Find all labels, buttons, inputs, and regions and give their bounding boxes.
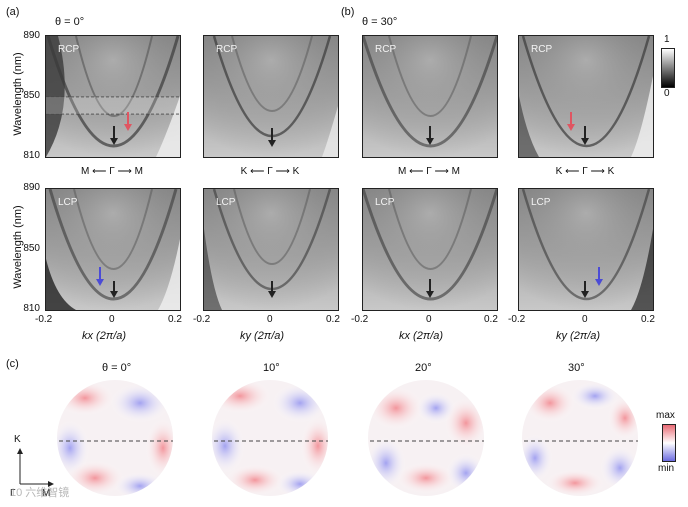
x-tick-mid-b1: 0	[426, 314, 432, 325]
direction-label-b1: M ⟵ Γ ⟶ M	[398, 166, 460, 177]
plot-a-lcp-ky: LCP	[203, 188, 339, 311]
colorbar-max-label: 1	[664, 34, 670, 45]
axis-k-label: K	[14, 434, 21, 445]
direction-label-b2: K ⟵ Γ ⟶ K	[555, 166, 615, 177]
x-axis-title-a1: kx (2π/a)	[82, 330, 127, 342]
grayscale-colorbar	[661, 48, 675, 88]
x-tick-right-a1: 0.2	[168, 314, 182, 325]
black-arrow	[268, 128, 276, 147]
y-tick-890-top: 890	[23, 30, 40, 41]
direction-label-a1: M ⟵ Γ ⟶ M	[81, 166, 143, 177]
colorbar-max-text: max	[656, 410, 675, 421]
y-tick-810-top: 810	[23, 150, 40, 161]
y-tick-890-bottom: 890	[23, 182, 40, 193]
polarization-label-rcp: RCP	[216, 44, 238, 55]
polarization-map-0	[57, 380, 173, 496]
red-arrow	[124, 112, 132, 131]
axis-m-label: M	[42, 488, 51, 499]
polarization-label-rcp: RCP	[58, 44, 80, 55]
x-tick-left-b1: -0.2	[351, 314, 369, 325]
angle-label-0: θ = 0°	[102, 362, 132, 374]
angle-label-30: 30°	[568, 362, 585, 374]
polarization-map-30	[522, 380, 638, 496]
x-tick-left-b2: -0.2	[508, 314, 526, 325]
black-arrow	[110, 126, 118, 145]
blue-arrow	[595, 267, 603, 286]
black-arrow	[110, 281, 118, 298]
colorbar-min-text: min	[658, 463, 675, 474]
plot-b-rcp-kx: RCP	[362, 35, 498, 158]
theta-heading-a: θ = 0°	[55, 16, 85, 28]
angle-label-10: 10°	[263, 362, 280, 374]
polarization-map-20	[368, 380, 484, 496]
x-tick-left-a1: -0.2	[35, 314, 53, 325]
theta-heading-b: θ = 30°	[362, 16, 398, 28]
black-arrow	[581, 126, 589, 145]
polarization-label-lcp: LCP	[375, 197, 395, 208]
x-tick-right-b2: 0.2	[641, 314, 655, 325]
y-tick-810-bottom: 810	[23, 303, 40, 314]
y-tick-850-top: 850	[23, 90, 40, 101]
x-tick-left-a2: -0.2	[193, 314, 211, 325]
black-arrow	[426, 279, 434, 298]
x-tick-mid-a2: 0	[267, 314, 273, 325]
black-arrow	[581, 281, 589, 298]
panel-label-b: (b)	[341, 6, 355, 18]
x-axis-title-b1: kx (2π/a)	[399, 330, 444, 342]
polarization-label-lcp: LCP	[216, 197, 236, 208]
red-blue-colorbar	[662, 424, 676, 462]
plot-b-rcp-ky: RCP	[518, 35, 654, 158]
red-arrow	[567, 112, 575, 131]
polarization-label-lcp: LCP	[58, 197, 78, 208]
panel-label-c: (c)	[6, 358, 19, 370]
axis-gamma-label: Γ	[10, 488, 16, 499]
polarization-label-rcp: RCP	[531, 44, 553, 55]
x-tick-mid-a1: 0	[109, 314, 115, 325]
panel-label-a: (a)	[6, 6, 20, 18]
k-m-axes-indicator	[17, 448, 54, 487]
black-arrow	[426, 126, 434, 145]
x-tick-right-b1: 0.2	[484, 314, 498, 325]
direction-label-a2: K ⟵ Γ ⟶ K	[240, 166, 300, 177]
blue-arrow	[96, 267, 104, 286]
x-axis-title-a2: ky (2π/a)	[240, 330, 285, 342]
plot-b-lcp-kx: LCP	[362, 188, 498, 311]
plot-a-rcp-ky: RCP	[203, 35, 339, 158]
plot-a-lcp-kx: LCP	[45, 188, 181, 311]
angle-label-20: 20°	[415, 362, 432, 374]
x-tick-right-a2: 0.2	[326, 314, 340, 325]
plot-a-rcp-kx: RCP	[45, 35, 181, 158]
plot-b-lcp-ky: LCP	[518, 188, 654, 311]
black-arrow	[268, 281, 276, 298]
watermark: 10 六维智镜	[10, 487, 70, 499]
polarization-map-10	[212, 380, 328, 496]
x-tick-mid-b2: 0	[582, 314, 588, 325]
polarization-label-lcp: LCP	[531, 197, 551, 208]
polarization-label-rcp: RCP	[375, 44, 397, 55]
x-axis-title-b2: ky (2π/a)	[556, 330, 601, 342]
colorbar-min-label: 0	[664, 88, 670, 99]
y-tick-850-bottom: 850	[23, 243, 40, 254]
